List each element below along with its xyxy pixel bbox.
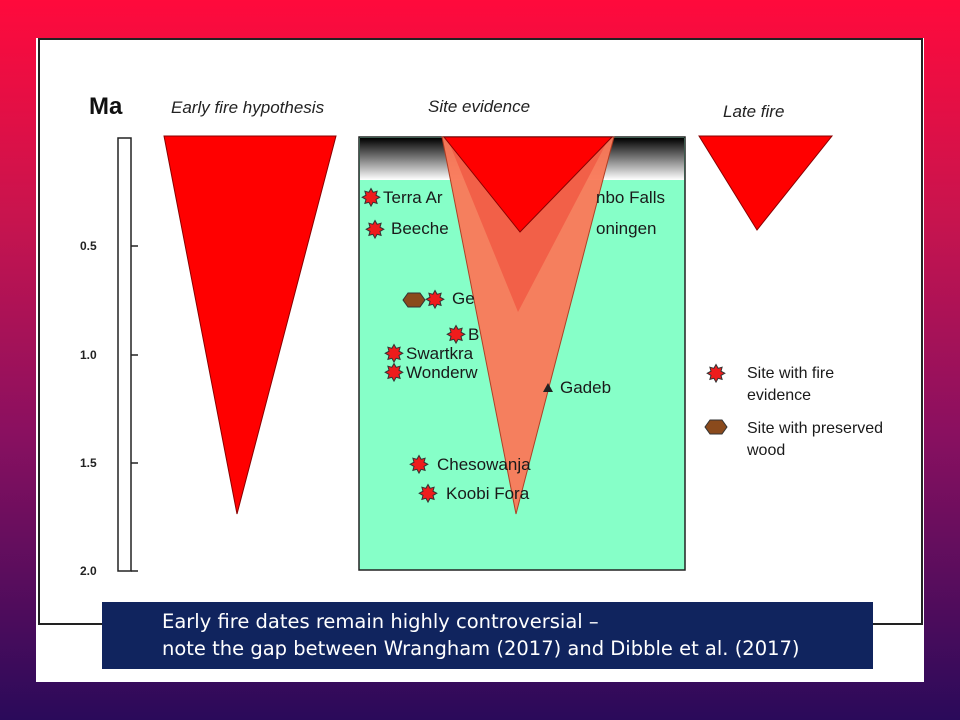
site-evidence-heading: Site evidence <box>428 97 531 116</box>
star-icon <box>361 187 381 208</box>
site-label-terra-amata: Terra Ar <box>383 188 443 207</box>
tick-label-0.5: 0.5 <box>80 239 97 253</box>
legend-star-icon <box>706 363 726 384</box>
star-icon <box>384 343 404 364</box>
site-label-beeches-pit: Beeche <box>391 219 449 238</box>
triangle-marker-icon <box>543 383 553 392</box>
caption-box: Early fire dates remain highly controver… <box>102 602 873 669</box>
hexagon-icon <box>402 292 426 308</box>
age-axis-bar <box>117 137 132 572</box>
legend-wood-label: Site with preserved wood <box>747 420 884 459</box>
tick-label-1.5: 1.5 <box>80 456 97 470</box>
late-fire-heading: Late fire <box>723 102 785 121</box>
star-icon <box>409 454 429 475</box>
site-label-gesher: Ge <box>452 289 475 308</box>
star-icon <box>365 219 385 240</box>
overlay-triangle-top <box>442 136 614 233</box>
tick-label-1.0: 1.0 <box>80 348 97 362</box>
site-label-wonderwerk: Wonderw <box>406 363 478 382</box>
site-label-koobi-fora: Koobi Fora <box>446 484 530 503</box>
site-label-chesowanja: Chesowanja <box>437 455 531 474</box>
y-axis-unit-label: Ma <box>89 93 123 120</box>
tick-label-2.0: 2.0 <box>80 564 97 578</box>
site-label-schoningen: oningen <box>596 219 657 238</box>
star-icon <box>418 483 438 504</box>
caption-line-1: Early fire dates remain highly controver… <box>162 610 599 633</box>
legend-hexagon-icon <box>704 419 728 435</box>
caption-line-2: note the gap between Wrangham (2017) and… <box>162 637 800 660</box>
star-icon <box>384 362 404 383</box>
star-icon <box>425 289 445 310</box>
site-label-bamboo-falls: nbo Falls <box>596 188 665 207</box>
site-label-bnot: B <box>468 325 480 344</box>
site-label-gadeb: Gadeb <box>560 378 612 397</box>
early-fire-triangle <box>163 135 337 515</box>
late-fire-triangle <box>698 135 834 231</box>
site-label-swartkrans: Swartkra <box>406 344 474 363</box>
star-icon <box>446 324 466 345</box>
early-fire-heading: Early fire hypothesis <box>171 98 325 117</box>
legend-fire-label: Site with fire evidence <box>747 365 835 404</box>
